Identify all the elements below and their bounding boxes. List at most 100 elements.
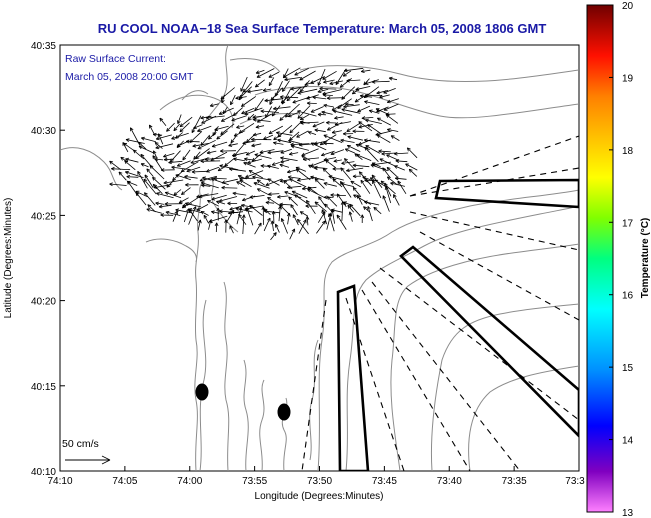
current-vector-head: [111, 166, 115, 170]
current-vector-head: [364, 83, 369, 85]
current-vector: [245, 170, 264, 178]
current-vector: [216, 201, 226, 205]
current-vector-head: [196, 194, 200, 198]
current-vector-head: [352, 176, 357, 179]
current-vector: [341, 201, 344, 221]
current-vector-head: [387, 128, 391, 130]
current-vector-head: [189, 209, 193, 212]
current-vector: [319, 134, 337, 146]
current-vector-head: [280, 156, 284, 159]
current-vector-head: [331, 130, 336, 134]
current-vector-head: [297, 180, 301, 182]
current-vector: [298, 219, 307, 234]
current-vector: [372, 180, 382, 199]
current-vector: [334, 121, 351, 125]
current-vector-head: [199, 178, 203, 181]
current-vector-head: [301, 152, 305, 156]
current-vector: [192, 143, 209, 147]
current-vector-head: [328, 175, 332, 179]
colorbar-ticks: 20 19 18 17 16 15 14 13: [609, 1, 634, 518]
current-vector-head: [288, 212, 291, 217]
current-vector: [294, 67, 309, 76]
current-vector-head: [296, 168, 300, 171]
current-vector-head: [179, 125, 184, 128]
coastline: [60, 45, 239, 471]
current-vector-head: [254, 83, 258, 88]
current-vector: [135, 192, 147, 206]
current-vector-head: [247, 118, 252, 121]
current-vector: [330, 149, 345, 155]
current-vector-head: [289, 131, 294, 134]
current-vector-head: [173, 127, 176, 131]
current-vector-head: [127, 180, 131, 184]
current-vector-head: [279, 180, 284, 183]
current-vector-head: [176, 143, 180, 147]
current-vector: [153, 150, 158, 159]
current-vector-head: [271, 220, 275, 225]
current-vector: [290, 86, 308, 90]
current-vector-head: [201, 181, 205, 183]
current-vector-head: [343, 106, 347, 109]
current-vector-head: [249, 205, 252, 209]
current-vector-head: [166, 185, 171, 188]
current-vector: [220, 123, 235, 135]
current-vector-head: [348, 211, 351, 216]
current-vector-head: [227, 203, 231, 206]
current-vector-head: [254, 153, 259, 155]
current-vector-head: [186, 141, 190, 144]
current-vector-head: [166, 129, 170, 132]
colorbar-tick-label: 18: [622, 146, 634, 157]
current-vector-head: [181, 191, 184, 195]
current-vector: [325, 159, 336, 168]
current-vector-head: [125, 171, 129, 175]
current-vector: [242, 214, 245, 235]
current-vector-head: [186, 168, 190, 172]
current-vector: [407, 147, 418, 159]
current-vector-head: [364, 147, 367, 151]
current-vector-head: [340, 181, 344, 184]
current-vector: [230, 135, 238, 144]
current-vector: [232, 192, 247, 196]
current-vector-head: [235, 208, 239, 211]
current-vector-head: [282, 74, 286, 78]
current-vector-head: [245, 174, 249, 178]
current-vector-head: [387, 102, 391, 104]
current-vector-head: [216, 201, 220, 205]
current-vector-head: [287, 176, 292, 180]
current-vector-head: [221, 180, 225, 184]
current-vector-head: [124, 160, 127, 165]
current-vector-head: [277, 196, 281, 199]
current-vector: [385, 113, 396, 115]
current-vector-head: [144, 192, 146, 197]
current-vector-head: [163, 154, 167, 157]
current-vector: [201, 182, 219, 189]
current-vector-head: [345, 103, 349, 107]
current-vector: [163, 153, 175, 158]
current-vector-head: [358, 126, 363, 129]
current-vector-head: [290, 86, 294, 90]
current-vector: [378, 150, 391, 153]
current-vector-head: [327, 196, 331, 199]
current-vector-head: [181, 204, 185, 209]
current-vector-head: [277, 138, 281, 141]
current-vector: [380, 180, 396, 195]
current-vector-head: [353, 187, 357, 190]
current-vector-head: [118, 171, 121, 176]
current-vector-head: [267, 165, 271, 169]
current-vector-head: [346, 78, 350, 82]
current-vector-head: [179, 128, 182, 132]
current-vector: [198, 193, 219, 198]
current-vector: [209, 103, 219, 107]
current-vector-head: [365, 93, 369, 96]
current-vector-head: [179, 130, 184, 133]
current-vector: [291, 145, 309, 151]
current-vector-head: [125, 139, 129, 143]
current-vector-head: [229, 209, 234, 211]
current-vector: [364, 201, 380, 206]
current-vector: [257, 188, 270, 196]
current-vector-head: [233, 133, 237, 137]
current-vector: [294, 194, 309, 205]
current-vector: [152, 184, 163, 195]
current-vector-head: [252, 176, 256, 180]
current-vector-head: [216, 207, 219, 212]
